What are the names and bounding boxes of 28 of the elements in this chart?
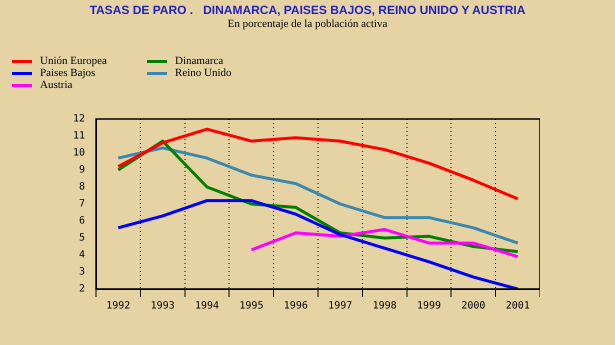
legend-label: Austria (40, 79, 72, 91)
x-tick-label: 2000 (461, 300, 486, 312)
x-tick-label: 1999 (416, 300, 442, 312)
y-tick-label: 7 (79, 198, 86, 210)
y-tick-label: 11 (72, 130, 86, 142)
y-tick-label: 8 (79, 182, 86, 193)
x-tick-label: 1998 (372, 300, 397, 312)
x-tick-label: 2001 (506, 300, 530, 312)
x-tick-label: 1993 (150, 300, 175, 312)
y-tick-label: 5 (79, 232, 86, 244)
legend-label: Unión Europea (40, 55, 107, 67)
y-tick-label: 9 (79, 164, 86, 176)
x-tick-label: 1996 (284, 300, 308, 312)
legend-label: Reino Unido (175, 67, 232, 79)
x-tick-label: 1997 (328, 300, 352, 312)
y-tick-label: 4 (79, 250, 86, 261)
y-tick-label: 10 (72, 148, 86, 159)
y-tick-label: 2 (79, 284, 86, 295)
y-tick-label: 6 (79, 216, 86, 227)
chart-title: TASAS DE PARO . DINAMARCA, PAISES BAJOS, REINO UNIDO Y AUSTRIA (88, 3, 526, 17)
x-tick-label: 1994 (194, 300, 220, 312)
y-tick-label: 3 (79, 266, 86, 278)
x-tick-label: 1992 (106, 300, 130, 312)
legend-label: Dinamarca (175, 55, 224, 67)
chart-subtitle: En porcentaje de la población activa (226, 18, 388, 30)
x-tick-label: 1995 (239, 300, 264, 312)
legend-label: Paises Bajos (40, 67, 96, 79)
y-tick-label: 12 (72, 114, 86, 125)
